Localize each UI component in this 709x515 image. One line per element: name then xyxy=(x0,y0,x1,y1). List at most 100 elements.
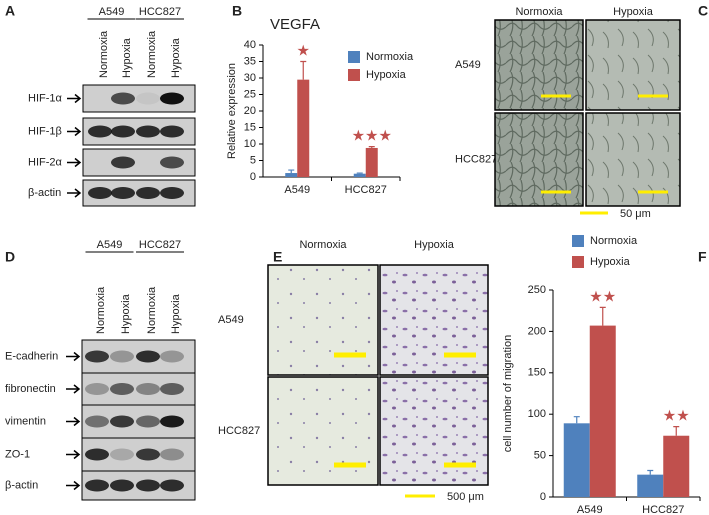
protein-label: ZO-1 xyxy=(5,448,30,460)
bar xyxy=(353,173,366,177)
blot-band xyxy=(136,125,160,138)
y-axis-label: cell number of migration xyxy=(502,335,514,452)
bar xyxy=(637,474,664,497)
condition-label: Normoxia xyxy=(146,286,158,334)
blot-band xyxy=(160,448,184,461)
bar xyxy=(297,79,310,177)
micrograph xyxy=(267,376,379,486)
blot-band xyxy=(160,125,184,138)
protein-label: β-actin xyxy=(5,479,38,491)
significance: ★ xyxy=(297,42,310,59)
blot-band xyxy=(88,125,112,138)
row-label: A549 xyxy=(455,59,481,71)
legend-label: Normoxia xyxy=(590,235,638,247)
blot-band xyxy=(136,187,160,199)
row-label: A549 xyxy=(218,314,244,326)
error-bar xyxy=(300,60,307,80)
blot-band xyxy=(160,350,184,363)
arrow xyxy=(66,449,81,460)
legend-swatch xyxy=(348,69,360,81)
y-tick-label: 150 xyxy=(528,367,546,379)
blot-band xyxy=(88,187,112,199)
x-tick-label: A549 xyxy=(284,184,310,196)
y-tick-label: 5 xyxy=(250,154,256,166)
cell-line-label: HCC827 xyxy=(139,239,181,251)
legend-label: Hypoxia xyxy=(366,69,407,81)
blot-band xyxy=(160,383,184,395)
condition-label: Normoxia xyxy=(146,30,158,78)
blot-band xyxy=(136,350,160,363)
blot-band xyxy=(110,415,134,428)
y-tick-label: 15 xyxy=(244,121,256,133)
blot-band xyxy=(160,92,184,105)
y-tick-label: 0 xyxy=(540,491,546,503)
significance: ★★ xyxy=(663,408,690,425)
bar xyxy=(589,325,616,497)
blot-band xyxy=(110,448,134,461)
blot-band xyxy=(110,383,134,395)
blot-band xyxy=(85,383,109,395)
legend-label: Hypoxia xyxy=(590,256,631,268)
column-label: Normoxia xyxy=(299,239,347,251)
legend-swatch xyxy=(572,256,584,268)
protein-label: β-actin xyxy=(28,187,61,199)
error-bar xyxy=(288,169,295,174)
condition-label: Hypoxia xyxy=(120,293,132,334)
significance: ★★ xyxy=(589,288,616,305)
panel-label: E xyxy=(273,249,282,265)
scale-bar-label: 50 μm xyxy=(620,208,651,220)
arrow xyxy=(66,416,81,427)
blot-band xyxy=(136,383,160,395)
legend-label: Normoxia xyxy=(366,51,414,63)
y-axis-label: Relative expression xyxy=(226,63,238,159)
y-tick-label: 200 xyxy=(528,325,546,337)
error-bar xyxy=(368,146,375,148)
row-label: HCC827 xyxy=(218,425,260,437)
blot-band xyxy=(85,479,109,492)
condition-label: Normoxia xyxy=(95,286,107,334)
blot-band xyxy=(136,92,160,105)
column-label: Hypoxia xyxy=(414,239,455,251)
blot-band xyxy=(110,350,134,363)
micrograph xyxy=(267,264,379,376)
arrow xyxy=(67,126,82,137)
arrow xyxy=(66,480,81,491)
arrow xyxy=(66,351,81,362)
y-tick-label: 20 xyxy=(244,105,256,117)
cell-line-label: A549 xyxy=(97,239,123,251)
blot-band xyxy=(160,187,184,199)
blot-band xyxy=(111,125,135,138)
protein-label: E-cadherin xyxy=(5,350,58,362)
panel-label: B xyxy=(232,3,242,19)
bar xyxy=(285,173,298,177)
arrow xyxy=(67,157,82,168)
protein-label: HIF-1α xyxy=(28,92,63,104)
arrow xyxy=(67,93,82,104)
condition-label: Hypoxia xyxy=(170,293,182,334)
blot-band xyxy=(136,415,160,428)
x-tick-label: A549 xyxy=(577,504,603,515)
error-bar xyxy=(673,426,680,436)
protein-label: HIF-2α xyxy=(28,156,63,168)
scale-bar-label: 500 μm xyxy=(447,491,484,503)
content: A B C D E F A549 HCC827 Normoxia Hypoxia Normoxia H… xyxy=(5,3,708,515)
legend-swatch xyxy=(348,51,360,63)
bar xyxy=(563,423,590,497)
arrow xyxy=(67,188,82,198)
condition-label: Hypoxia xyxy=(121,37,133,78)
cell-line-label: A549 xyxy=(99,6,125,18)
column-label: Hypoxia xyxy=(613,6,654,18)
x-tick-label: HCC827 xyxy=(345,184,387,196)
condition-label: Normoxia xyxy=(98,30,110,78)
blot-band xyxy=(85,415,109,428)
micrograph xyxy=(379,264,489,376)
error-bar xyxy=(573,416,580,424)
protein-label: vimentin xyxy=(5,415,46,427)
protein-label: HIF-1β xyxy=(28,125,62,137)
y-tick-label: 250 xyxy=(528,284,546,296)
blot-band xyxy=(160,415,184,428)
blot-band xyxy=(111,92,135,105)
error-bar xyxy=(647,469,654,475)
y-tick-label: 50 xyxy=(534,450,546,462)
panel-label: A xyxy=(5,3,15,19)
